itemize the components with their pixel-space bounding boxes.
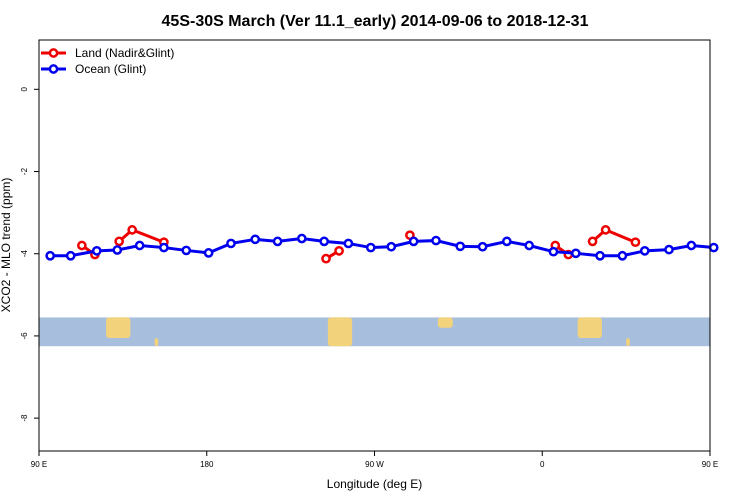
x-axis-label: Longitude (deg E) [327,477,422,491]
map-ocean-background [39,317,710,347]
y-axis: 0 -2 -4 -6 -8 [20,87,39,422]
land-series-point [114,236,124,247]
y-tick-label: -8 [20,414,29,422]
ocean-series-point [708,242,719,253]
ocean-series-point [134,240,145,251]
x-tick-label: 90 E [31,460,47,469]
ocean-series-point [91,245,102,256]
y-tick-label: -6 [20,332,29,340]
ocean-series-point [548,246,559,257]
ocean-series-point [524,240,535,251]
x-axis: 90 E 180 90 W 0 90 E [31,451,718,469]
ocean-series-point [159,242,169,253]
y-tick-label: -2 [20,167,29,175]
legend-marker [48,48,59,58]
map-land-patch [327,317,353,347]
ocean-series-point [386,241,397,252]
y-axis-label: XCO2 - MLO trend (ppm) [0,178,13,313]
ocean-series-point [343,238,354,249]
ocean-series-point [664,244,674,255]
ocean-series-point [250,234,261,245]
plot-area [39,225,719,347]
x-tick-label: 0 [540,460,545,469]
land-series-line [118,228,165,244]
ocean-series [45,233,719,261]
ocean-series-point [296,233,307,244]
ocean-series-point [65,250,76,261]
ocean-series-point [686,240,697,251]
x-tick-label: 180 [200,460,214,469]
legend: Land (Nadir&Glint) Ocean (Glint) [41,46,174,76]
x-tick-label: 90 W [365,460,384,469]
ocean-series-point [408,236,419,247]
ocean-series-point [431,235,441,246]
land-series-point [334,245,344,256]
ocean-series-point [595,250,605,261]
ocean-series-point [226,238,236,249]
land-series [77,225,641,264]
ocean-series-point [203,248,214,258]
y-tick-label: -4 [20,250,29,258]
land-series-point [127,225,138,235]
land-series-point [587,236,598,247]
map-land-patch [154,337,159,347]
x-tick-label: 90 E [702,460,718,469]
ocean-series-point [45,250,56,261]
legend-label: Land (Nadir&Glint) [75,46,174,60]
chart-title: 45S-30S March (Ver 11.1_early) 2014-09-0… [162,13,589,30]
map-land-patch [577,317,602,338]
land-series-point [630,237,641,248]
ocean-series-point [639,245,650,256]
map-land-patch [106,317,131,338]
ocean-series-point [477,241,488,252]
ocean-series-point [365,242,376,253]
y-tick-label: 0 [20,87,29,92]
ocean-series-point [319,236,330,247]
ocean-series-point [181,245,192,256]
ocean-series-point [455,241,466,252]
map-land-patch [437,317,453,328]
ocean-series-point [501,236,512,247]
land-series-point [77,240,87,251]
ocean-series-point [617,250,628,261]
ocean-series-line [50,237,714,258]
ocean-series-point [112,245,123,255]
land-series-point [321,253,331,264]
land-series-point [600,225,611,235]
legend-marker [48,64,59,74]
land-series-line [591,228,637,244]
ocean-series-point [272,236,283,247]
map-land-patch [626,337,630,347]
ocean-series-point [570,248,581,259]
legend-label: Ocean (Glint) [75,62,146,76]
